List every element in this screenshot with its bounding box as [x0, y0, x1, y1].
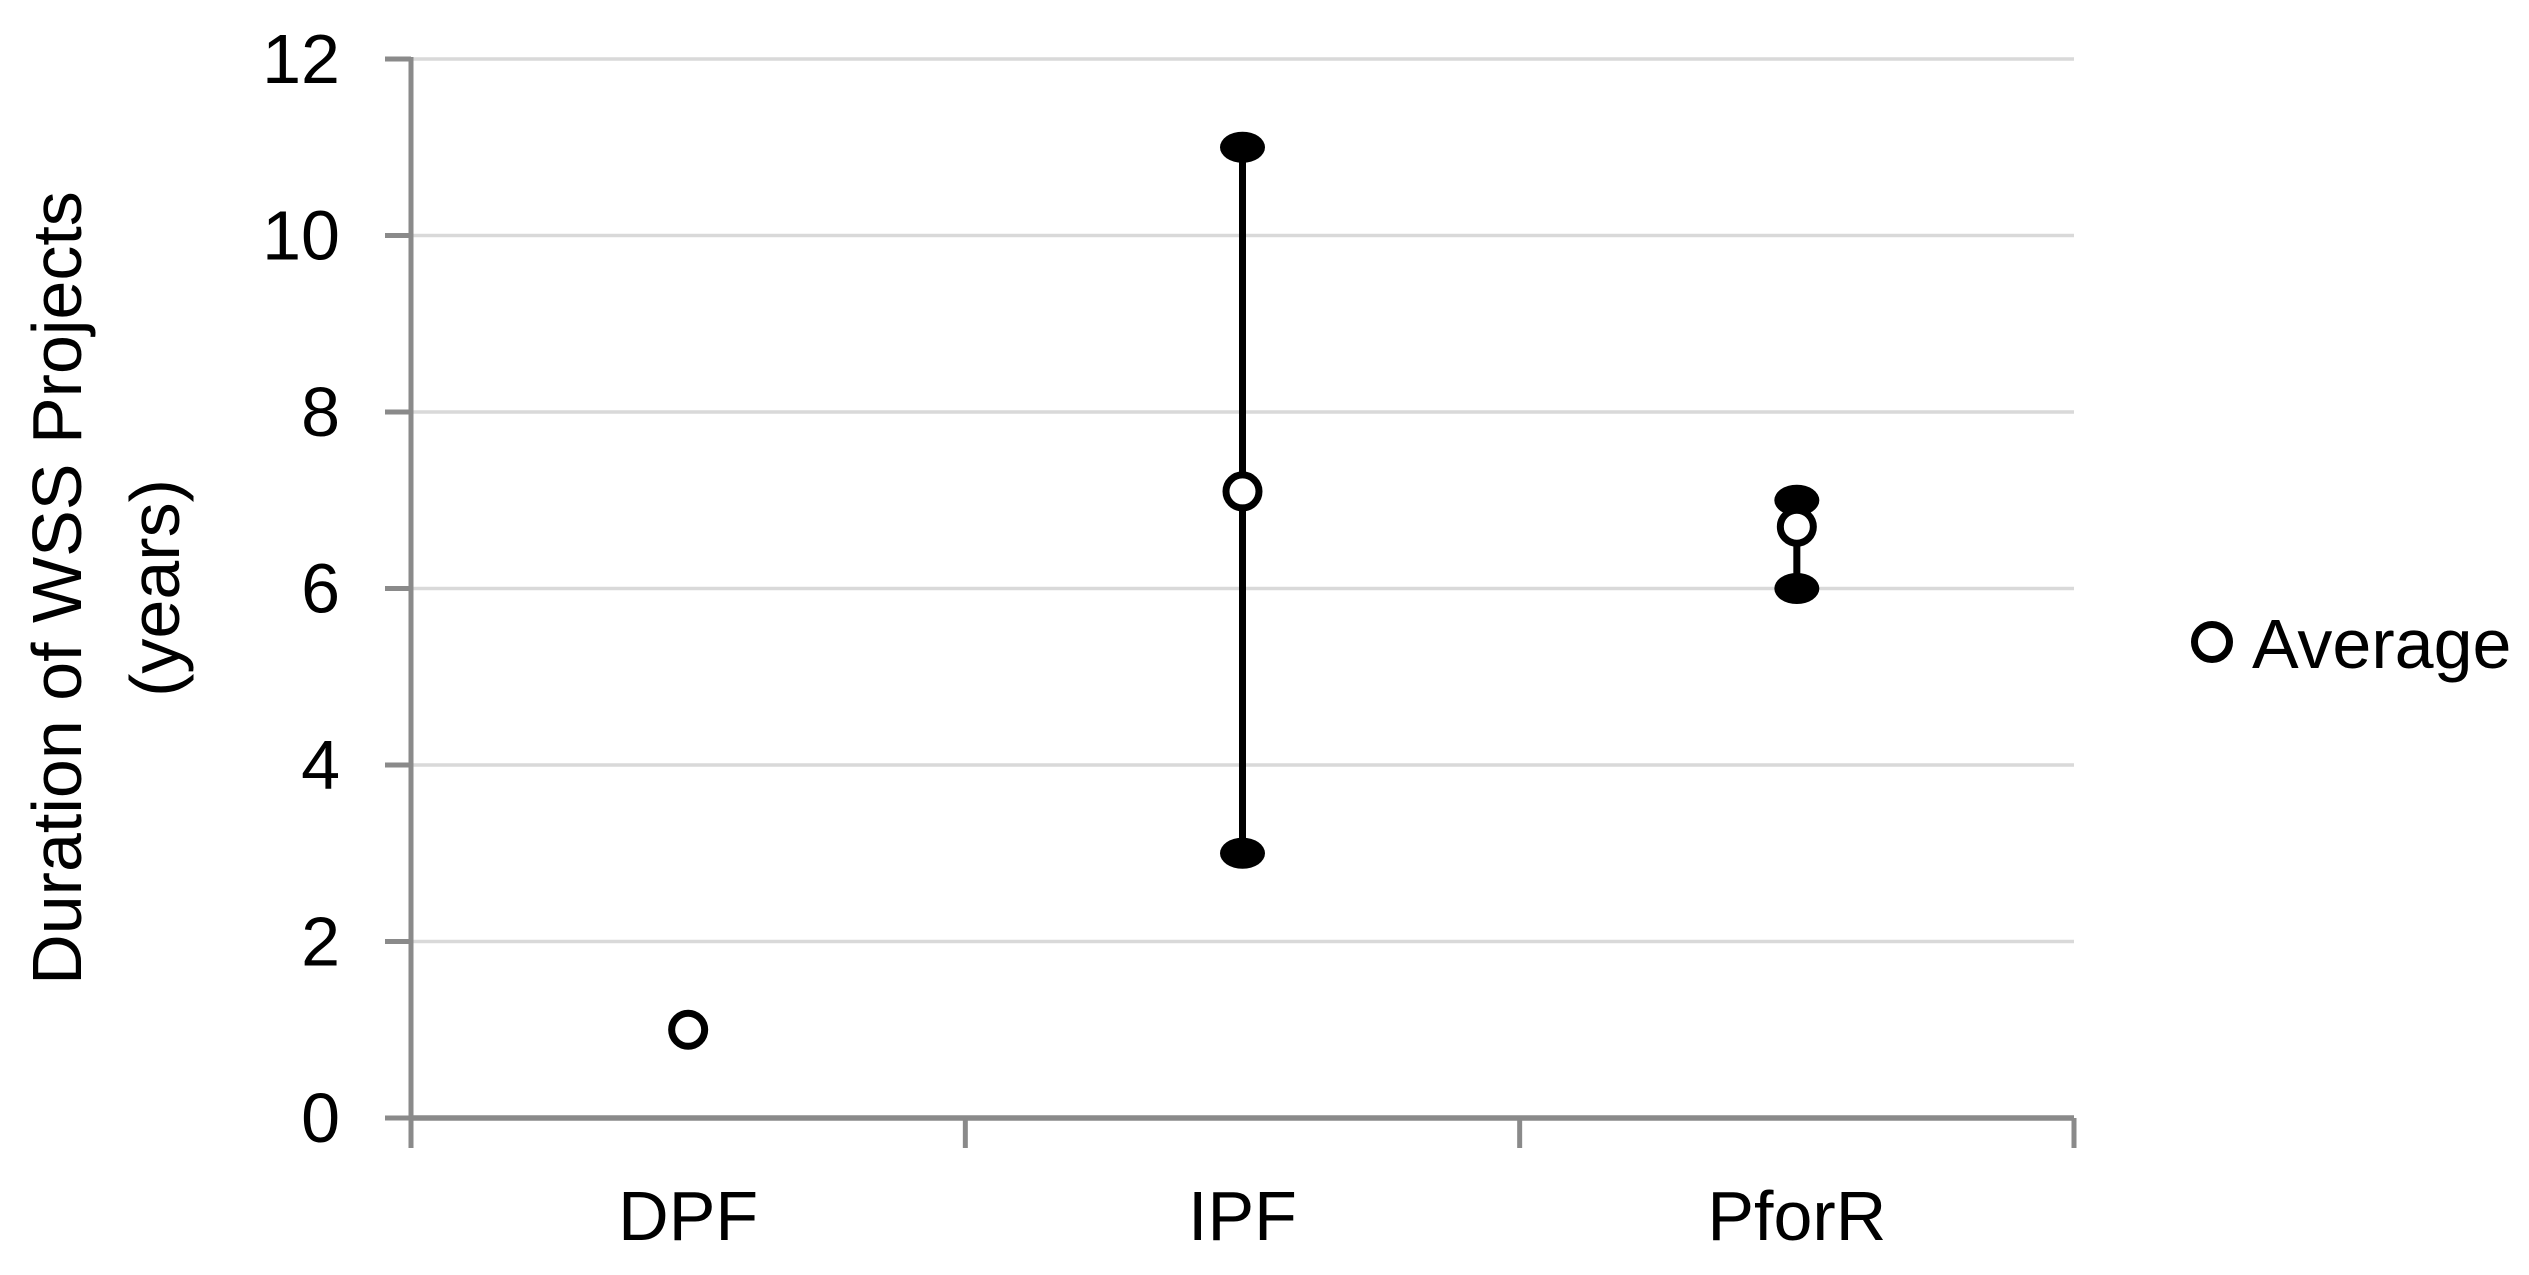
minimum-marker-ipf	[1220, 837, 1265, 869]
y-axis-title-line1: Duration of WSS Projects	[18, 191, 96, 985]
x-category-label-pforr: PforR	[1707, 1177, 1886, 1255]
maximum-marker-ipf	[1220, 131, 1265, 163]
average-marker-ipf	[1222, 471, 1263, 512]
y-tick-label-0: 0	[301, 1079, 340, 1157]
x-category-label-ipf: IPF	[1188, 1177, 1297, 1255]
y-tick-label-12: 12	[262, 20, 340, 98]
legend-average-label: Average	[2252, 605, 2511, 683]
y-tick-label-4: 4	[301, 726, 340, 804]
average-marker-pforr	[1776, 506, 1817, 547]
y-tick-label-6: 6	[301, 550, 340, 628]
y-axis-title-line2: (years)	[116, 479, 194, 697]
x-category-label-dpf: DPF	[618, 1177, 758, 1255]
y-tick-label-8: 8	[301, 373, 340, 451]
minimum-marker-pforr	[1774, 573, 1820, 604]
y-tick-label-2: 2	[301, 903, 340, 981]
maximum-marker-pforr	[1774, 484, 1820, 516]
y-tick-label-10: 10	[262, 197, 340, 275]
average-marker-dpf	[668, 1009, 709, 1050]
legend-average-marker-icon	[2191, 621, 2233, 663]
